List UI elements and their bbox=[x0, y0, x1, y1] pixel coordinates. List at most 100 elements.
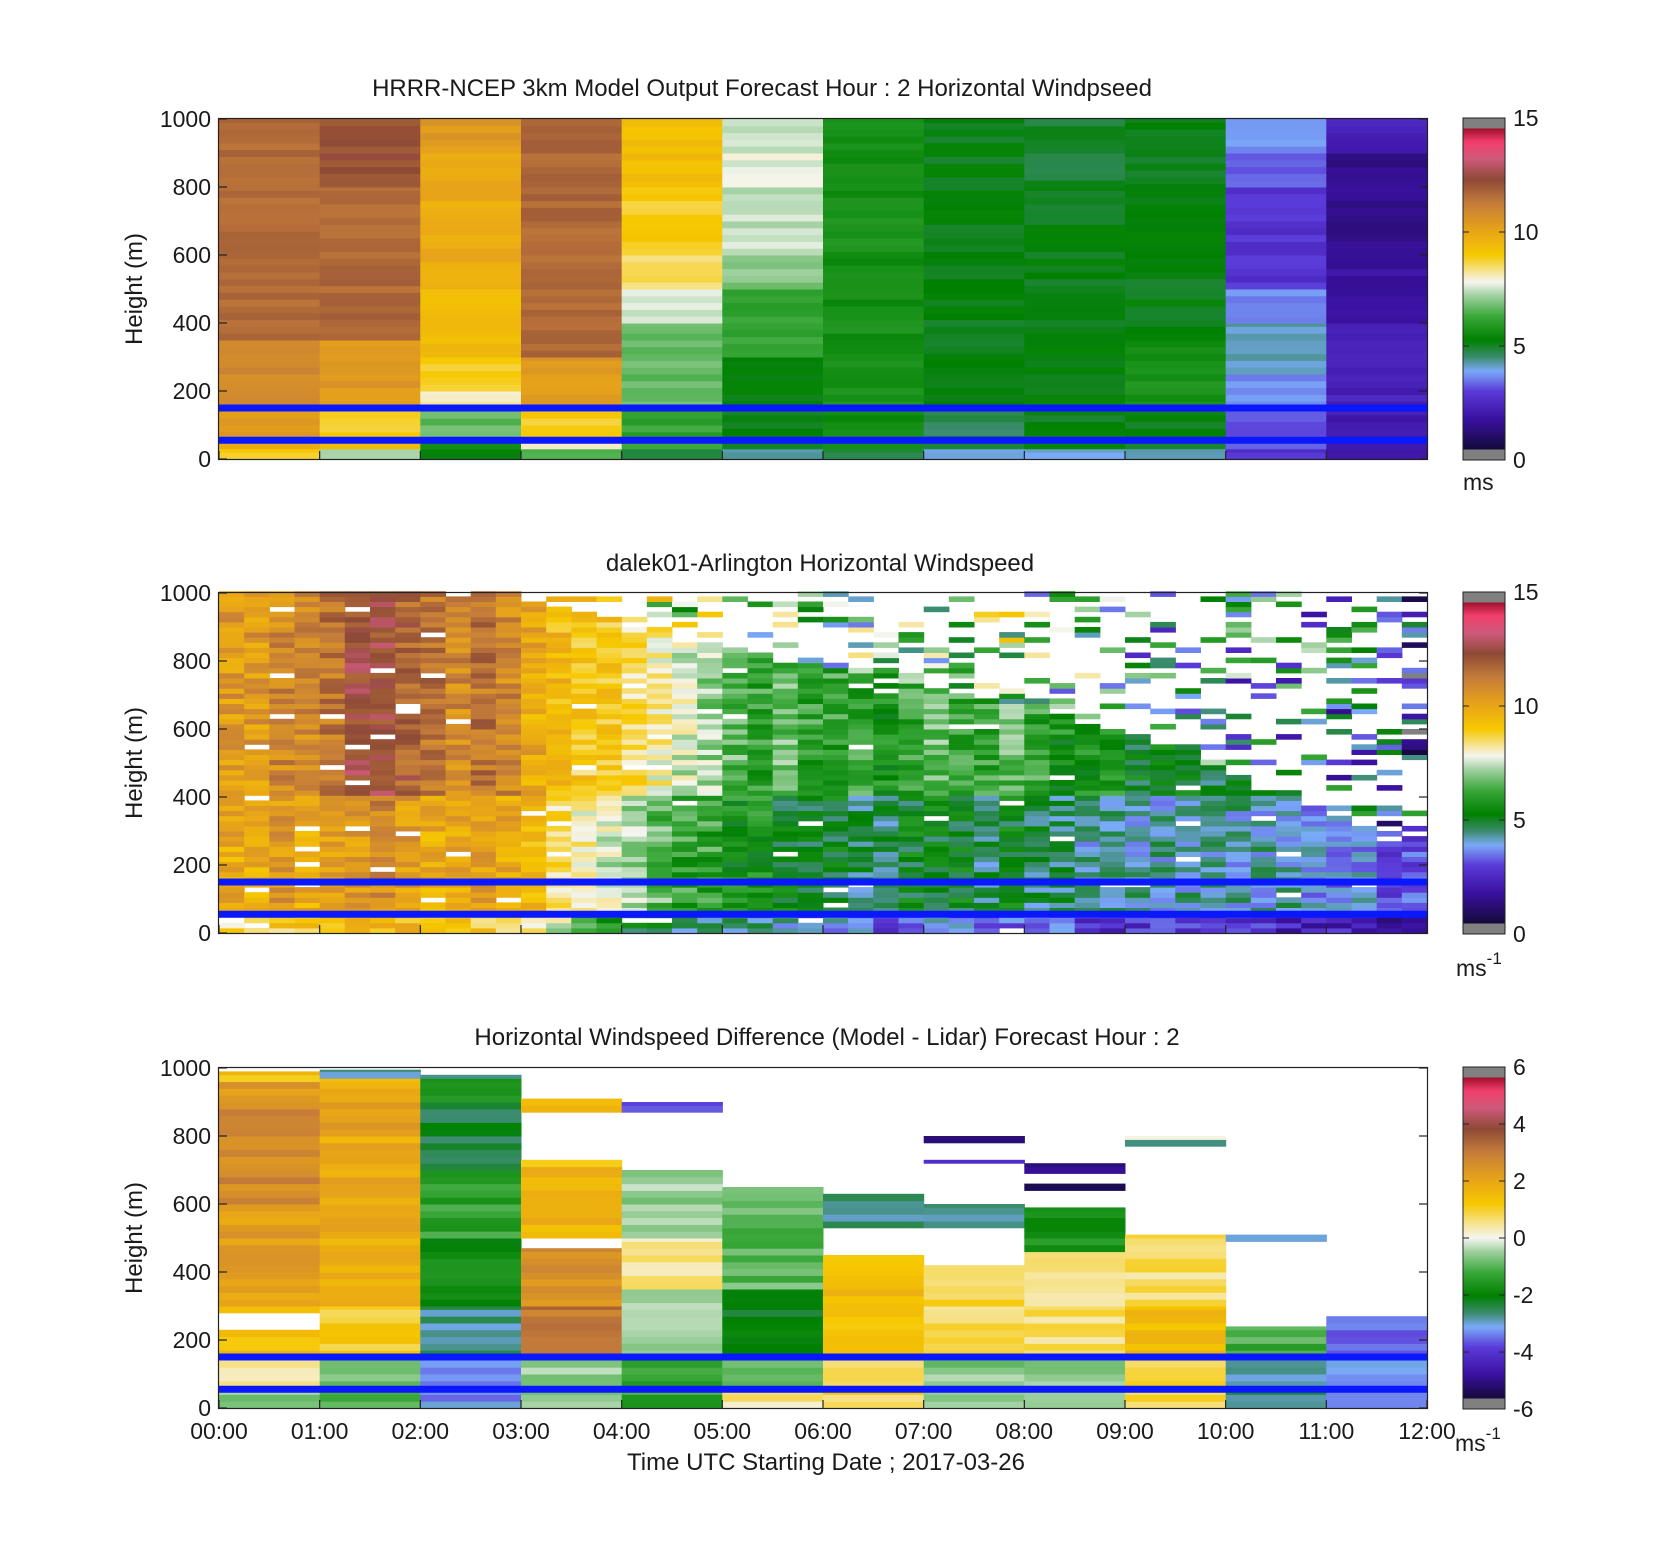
heatmap-cell bbox=[470, 815, 497, 822]
heatmap-cell bbox=[823, 774, 849, 781]
heatmap-cell bbox=[1099, 729, 1126, 735]
heatmap-cell bbox=[747, 907, 774, 914]
heatmap-cell bbox=[898, 892, 925, 898]
heatmap-cell bbox=[948, 887, 975, 893]
heatmap-cell bbox=[1326, 414, 1428, 423]
heatmap-cell bbox=[319, 907, 346, 914]
heatmap-cell bbox=[848, 836, 874, 842]
heatmap-cell bbox=[1326, 448, 1428, 453]
heatmap-cell bbox=[319, 611, 346, 618]
heatmap-cell bbox=[672, 708, 698, 715]
heatmap-cell bbox=[697, 846, 723, 852]
heatmap-cell bbox=[697, 723, 723, 730]
heatmap-cell bbox=[495, 871, 522, 878]
heatmap-cell bbox=[521, 1285, 623, 1293]
heatmap-cell bbox=[1125, 142, 1227, 151]
heatmap-cell bbox=[445, 897, 472, 903]
heatmap-cell bbox=[948, 927, 975, 934]
heatmap-cell bbox=[1125, 637, 1151, 643]
heatmap-cell bbox=[420, 1323, 522, 1331]
heatmap-cell bbox=[445, 632, 472, 638]
heatmap-cell bbox=[1225, 394, 1327, 402]
heatmap-cell bbox=[747, 795, 774, 801]
heatmap-cell bbox=[344, 754, 371, 761]
heatmap-cell bbox=[1125, 360, 1227, 368]
heatmap-cell bbox=[672, 831, 698, 837]
heatmap-cell bbox=[1351, 892, 1378, 898]
heatmap-cell bbox=[974, 754, 1000, 761]
heatmap-cell bbox=[974, 729, 1000, 735]
heatmap-cell bbox=[219, 825, 245, 832]
heatmap-cell bbox=[571, 652, 597, 659]
heatmap-cell bbox=[319, 1343, 421, 1351]
heatmap-cell bbox=[546, 729, 572, 735]
heatmap-cell bbox=[420, 1197, 522, 1205]
heatmap-cell bbox=[495, 749, 522, 755]
heatmap-cell bbox=[470, 831, 497, 837]
heatmap-cell bbox=[370, 703, 396, 710]
panel-3-ylabel: Height (m) bbox=[121, 1182, 148, 1294]
heatmap-cell bbox=[923, 346, 1025, 355]
heatmap-cell bbox=[445, 825, 472, 832]
heatmap-cell bbox=[1225, 255, 1327, 263]
heatmap-cell bbox=[344, 887, 371, 893]
heatmap-cell bbox=[1250, 927, 1277, 934]
heatmap-cell bbox=[596, 902, 623, 908]
heatmap-cell bbox=[1024, 1336, 1126, 1344]
heatmap-cell bbox=[621, 132, 723, 140]
heatmap-cell bbox=[974, 647, 1000, 653]
heatmap-cell bbox=[495, 856, 522, 863]
heatmap-cell bbox=[1225, 1343, 1327, 1351]
heatmap-cell bbox=[420, 846, 446, 852]
heatmap-cell bbox=[420, 780, 446, 786]
heatmap-cell bbox=[1049, 754, 1076, 761]
heatmap-cell bbox=[646, 632, 673, 638]
heatmap-cell bbox=[1024, 272, 1126, 280]
heatmap-cell bbox=[294, 601, 321, 608]
heatmap-cell bbox=[420, 657, 446, 664]
heatmap-cell bbox=[923, 805, 950, 812]
heatmap-cell bbox=[294, 774, 321, 781]
heatmap-cell bbox=[1376, 846, 1403, 852]
x-tick-label: 08:00 bbox=[996, 1418, 1054, 1444]
heatmap-cell bbox=[898, 774, 925, 781]
heatmap-cell bbox=[521, 139, 623, 147]
panel-3-axes-box bbox=[217, 1066, 1429, 1410]
heatmap-cell bbox=[495, 672, 522, 679]
heatmap-cell bbox=[621, 851, 648, 857]
heatmap-cell bbox=[219, 448, 321, 453]
heatmap-cell bbox=[1326, 871, 1352, 878]
heatmap-cell bbox=[470, 897, 497, 903]
heatmap-cell bbox=[797, 672, 824, 679]
heatmap-cell bbox=[269, 917, 295, 924]
heatmap-cell bbox=[1200, 759, 1227, 766]
heatmap-cell bbox=[621, 1401, 723, 1409]
heatmap-cell bbox=[621, 367, 723, 375]
heatmap-cell bbox=[1099, 785, 1126, 791]
heatmap-cell bbox=[621, 1238, 723, 1242]
heatmap-cell bbox=[948, 662, 975, 669]
heatmap-cell bbox=[219, 601, 245, 608]
heatmap-cell bbox=[1024, 119, 1126, 127]
heatmap-cell bbox=[1175, 815, 1201, 822]
heatmap-cell bbox=[697, 820, 723, 827]
heatmap-cell bbox=[445, 652, 472, 659]
heatmap-cell bbox=[621, 442, 723, 450]
heatmap-cell bbox=[1376, 831, 1403, 837]
heatmap-cell bbox=[395, 922, 421, 929]
heatmap-cell bbox=[319, 820, 346, 827]
heatmap-cell bbox=[219, 1299, 321, 1307]
heatmap-cell bbox=[672, 723, 698, 730]
heatmap-cell bbox=[1049, 718, 1076, 725]
heatmap-cell bbox=[923, 708, 950, 715]
heatmap-cell bbox=[219, 851, 245, 857]
heatmap-cell bbox=[521, 1258, 623, 1266]
heatmap-cell bbox=[923, 251, 1025, 259]
heatmap-cell bbox=[521, 166, 623, 174]
heatmap-cell bbox=[294, 815, 321, 822]
heatmap-cell bbox=[1326, 632, 1352, 638]
heatmap-cell bbox=[1074, 907, 1101, 914]
heatmap-cell bbox=[571, 922, 597, 929]
heatmap-cell bbox=[1225, 387, 1327, 395]
heatmap-cell bbox=[823, 922, 849, 929]
